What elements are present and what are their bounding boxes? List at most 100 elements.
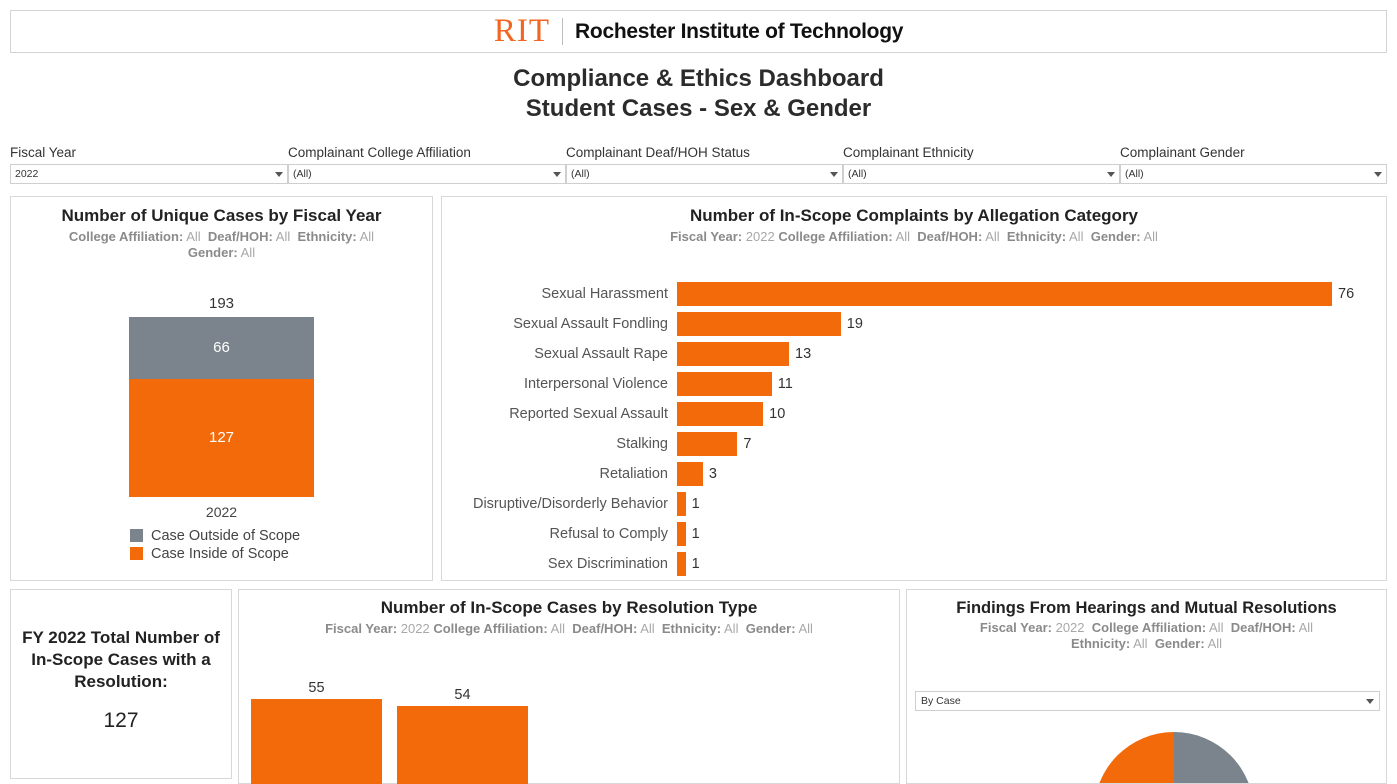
bar-row[interactable]: Sexual Harassment 76 (442, 279, 1386, 309)
bar-fill[interactable] (677, 552, 686, 576)
chevron-down-icon (275, 171, 283, 177)
panel-unique-cases-title: Number of Unique Cases by Fiscal Year (61, 206, 382, 225)
sub-label-ethnicity: Ethnicity: (661, 620, 722, 636)
bar-fill[interactable] (677, 462, 703, 486)
sub-value-ethnicity: All (724, 620, 739, 636)
bar-fill[interactable] (397, 706, 528, 784)
bar-value-label: 11 (777, 376, 793, 392)
bar-category-label: Sexual Assault Fondling (513, 316, 668, 332)
filter-deaf-hoh-status: Complainant Deaf/HOH Status (All) (566, 146, 843, 186)
filter-fiscal-year-dropdown[interactable]: 2022 (10, 164, 288, 184)
filter-gender: Complainant Gender (All) (1120, 146, 1387, 186)
filter-college-affiliation-dropdown[interactable]: (All) (288, 164, 566, 184)
chevron-down-icon (553, 171, 561, 177)
sub-label-gender: Gender: (1154, 636, 1205, 652)
filter-gender-dropdown[interactable]: (All) (1120, 164, 1387, 184)
bar-fill[interactable] (677, 312, 841, 336)
legend-item-inside-of-scope[interactable]: Case Inside of Scope (130, 546, 432, 562)
bar-track: 1 (677, 522, 1386, 546)
bar-row[interactable]: Reported Sexual Assault 10 (442, 399, 1386, 429)
sub-label-gender: Gender: (745, 620, 796, 636)
bar-value-label: 54 (454, 687, 471, 703)
bar-row[interactable]: Refusal to Comply 1 (442, 519, 1386, 549)
stacked-bar-chart: 193 66 127 2022 Case Outside of Scope Ca… (11, 295, 432, 564)
bar-row[interactable]: Disruptive/Disorderly Behavior 1 (442, 489, 1386, 519)
sub-value-fiscal-year: 2022 (745, 228, 775, 244)
sub-label-ethnicity: Ethnicity: (1006, 228, 1067, 244)
sub-label-ethnicity: Ethnicity: (297, 228, 357, 244)
filter-ethnicity: Complainant Ethnicity (All) (843, 146, 1120, 186)
page-title: Compliance & Ethics Dashboard Student Ca… (0, 64, 1397, 124)
bar-fill[interactable] (677, 372, 772, 396)
filter-deaf-hoh-status-value: (All) (571, 168, 590, 180)
sub-value-gender: All (1207, 636, 1223, 652)
bar-value-label: 10 (769, 406, 786, 422)
panel-total-in-scope-cases-with-resolution: FY 2022 Total Number of In-Scope Cases w… (10, 589, 232, 779)
sub-value-ethnicity: All (359, 228, 375, 244)
sub-label-college-affiliation: College Affiliation: (1091, 620, 1207, 636)
stack-segment-inside-of-scope[interactable]: 127 (129, 378, 314, 497)
bar-value-label: 3 (708, 466, 717, 482)
bar-value-label: 13 (795, 346, 812, 362)
sub-label-deaf-hoh: Deaf/HOH: (1230, 620, 1296, 636)
bar-fill[interactable] (677, 402, 764, 426)
page-title-line-1: Compliance & Ethics Dashboard (513, 65, 884, 92)
bar-category-label: Sex Discrimination (547, 556, 668, 572)
bar-row[interactable]: Sexual Assault Fondling 19 (442, 309, 1386, 339)
bar-row[interactable]: Sex Discrimination 1 (442, 549, 1386, 579)
chart-legend: Case Outside of Scope Case Inside of Sco… (11, 528, 432, 562)
vertical-bar-chart: 55 54 (239, 676, 899, 784)
bar-fill[interactable] (677, 342, 790, 366)
panel-resolution-title: Number of In-Scope Cases by Resolution T… (380, 598, 758, 617)
stack-segment-outside-of-scope[interactable]: 66 (129, 317, 314, 379)
bar-value-label: 1 (691, 496, 700, 512)
legend-item-outside-of-scope[interactable]: Case Outside of Scope (130, 528, 432, 544)
chevron-down-icon (1366, 698, 1374, 704)
sub-value-fiscal-year: 2022 (400, 620, 430, 636)
stack-segment-outside-value: 66 (213, 339, 230, 357)
bar-track: 3 (677, 462, 1386, 486)
filter-ethnicity-dropdown[interactable]: (All) (843, 164, 1120, 184)
bar-column[interactable]: 55 (251, 680, 382, 784)
logo-divider (562, 18, 564, 45)
filter-deaf-hoh-status-dropdown[interactable]: (All) (566, 164, 843, 184)
bar-fill[interactable] (677, 522, 686, 546)
panel-in-scope-cases-by-resolution-type: Number of In-Scope Cases by Resolution T… (238, 589, 900, 784)
bar-row[interactable]: Retaliation 3 (442, 459, 1386, 489)
bar-fill[interactable] (677, 432, 738, 456)
sub-value-deaf-hoh: All (1298, 620, 1314, 636)
sub-value-gender: All (798, 620, 813, 636)
bar-track: 19 (677, 312, 1386, 336)
chevron-down-icon (830, 171, 838, 177)
bar-row[interactable]: Interpersonal Violence 11 (442, 369, 1386, 399)
sub-label-fiscal-year: Fiscal Year: (979, 620, 1052, 636)
chevron-down-icon (1374, 171, 1382, 177)
sub-value-ethnicity: All (1133, 636, 1148, 652)
sub-value-college-affiliation: All (550, 620, 566, 636)
bar-fill[interactable] (251, 699, 382, 784)
bar-category-label: Stalking (616, 436, 668, 452)
findings-view-dropdown[interactable]: By Case (915, 691, 1380, 711)
bar-column[interactable]: 54 (397, 687, 528, 784)
bar-category-label: Retaliation (599, 466, 668, 482)
sub-label-college-affiliation: College Affiliation: (68, 228, 184, 244)
rit-brand-header: RIT Rochester Institute of Technology (10, 10, 1387, 53)
page-title-line-2: Student Cases - Sex & Gender (525, 95, 872, 122)
bar-category-label: Reported Sexual Assault (509, 406, 668, 422)
sub-label-fiscal-year: Fiscal Year: (670, 228, 743, 244)
rit-logo-mark: RIT (493, 13, 551, 49)
bar-category-label: Refusal to Comply (549, 526, 668, 542)
filter-ethnicity-value: (All) (848, 168, 867, 180)
bar-row[interactable]: Stalking 7 (442, 429, 1386, 459)
findings-pie-chart[interactable] (1093, 732, 1254, 783)
bar-row[interactable]: Sexual Assault Rape 13 (442, 339, 1386, 369)
sub-value-college-affiliation: All (1209, 620, 1224, 636)
bar-fill[interactable] (677, 492, 686, 516)
sub-label-deaf-hoh: Deaf/HOH: (572, 620, 638, 636)
filter-fiscal-year-label: Fiscal Year (10, 145, 77, 160)
sub-label-college-affiliation: College Affiliation: (433, 620, 548, 636)
bar-value-label: 55 (308, 680, 325, 696)
bar-fill[interactable] (677, 282, 1332, 306)
sub-value-deaf-hoh: All (275, 228, 291, 244)
sub-value-fiscal-year: 2022 (1055, 620, 1085, 636)
